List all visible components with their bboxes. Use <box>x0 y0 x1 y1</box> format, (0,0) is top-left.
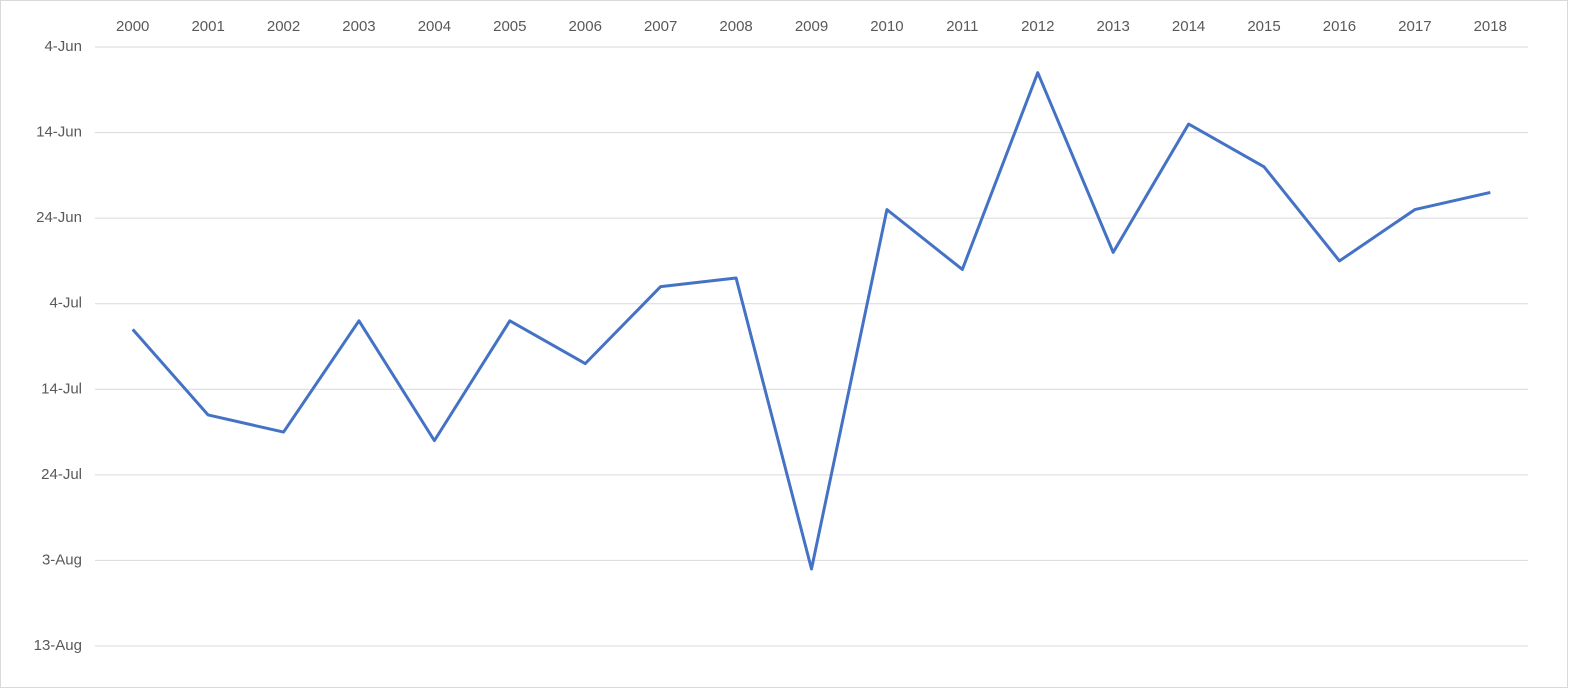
x-tick-label: 2005 <box>493 18 526 35</box>
x-tick-label: 2013 <box>1096 18 1129 35</box>
x-tick-label: 2012 <box>1021 18 1054 35</box>
y-tick-label: 4-Jun <box>44 38 82 55</box>
x-tick-label: 2009 <box>795 18 828 35</box>
x-tick-label: 2003 <box>342 18 375 35</box>
x-tick-label: 2017 <box>1398 18 1431 35</box>
x-tick-label: 2007 <box>644 18 677 35</box>
y-tick-label: 3-Aug <box>42 551 82 568</box>
y-tick-label: 24-Jul <box>41 466 82 483</box>
line-series <box>131 71 1491 571</box>
x-tick-label: 2004 <box>418 18 451 35</box>
x-tick-label: 2016 <box>1323 18 1356 35</box>
x-tick-label: 2006 <box>569 18 602 35</box>
x-tick-label: 2014 <box>1172 18 1205 35</box>
y-tick-label: 14-Jun <box>36 124 82 141</box>
x-tick-label: 2001 <box>191 18 224 35</box>
x-tick-label: 2015 <box>1247 18 1280 35</box>
y-tick-label: 24-Jun <box>36 209 82 226</box>
y-tick-label: 14-Jul <box>41 380 82 397</box>
y-tick-label: 13-Aug <box>34 637 82 654</box>
y-tick-label: 4-Jul <box>49 295 82 312</box>
x-tick-label: 2018 <box>1474 18 1507 35</box>
x-tick-label: 2008 <box>719 18 752 35</box>
x-tick-label: 2011 <box>946 18 978 35</box>
x-tick-label: 2002 <box>267 18 300 35</box>
x-tick-label: 2000 <box>116 18 149 35</box>
x-tick-label: 2010 <box>870 18 903 35</box>
